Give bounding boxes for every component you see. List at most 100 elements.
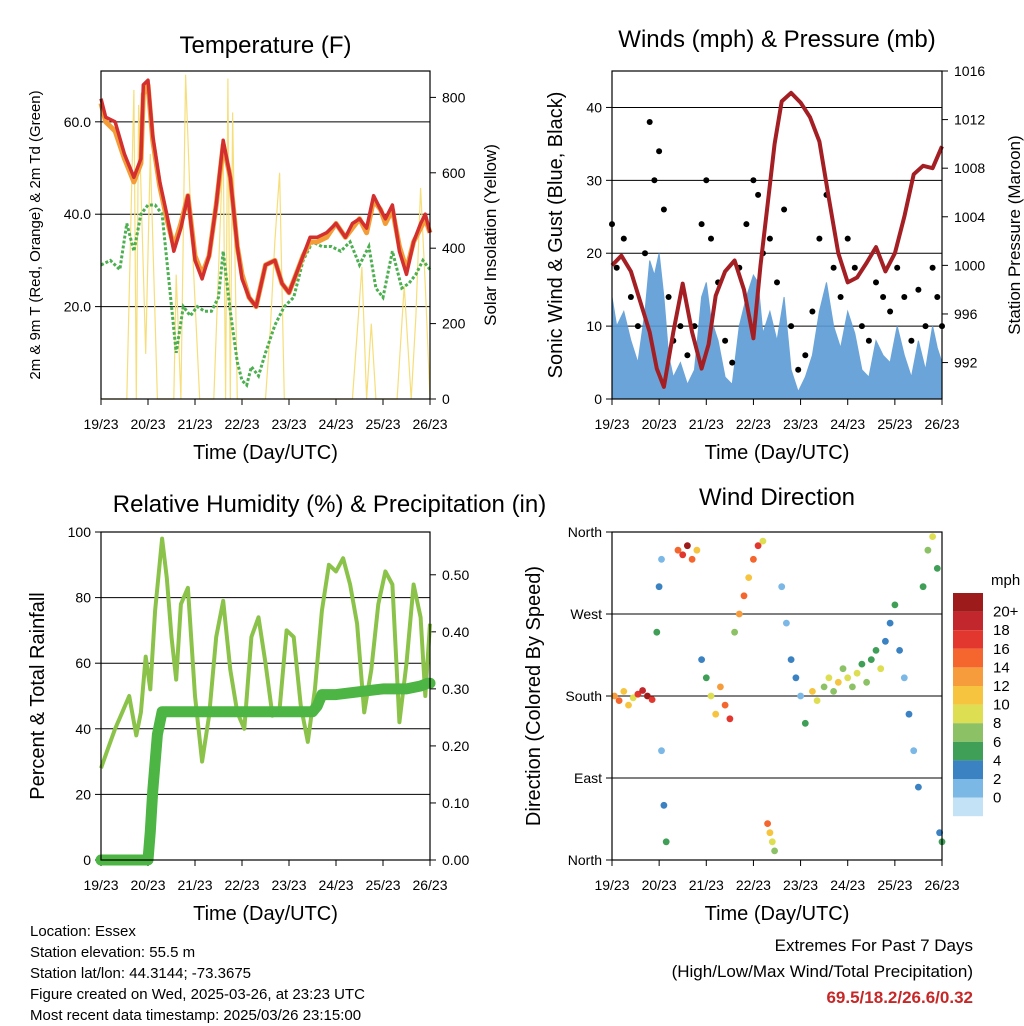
legend-swatch <box>953 611 983 631</box>
direction-point <box>726 715 734 723</box>
y2-tick-label: 992 <box>954 355 978 371</box>
direction-point <box>820 683 828 691</box>
x-axis-label: Time (Day/UTC) <box>705 442 850 464</box>
gust-point <box>665 294 672 300</box>
legend-label: 2 <box>993 771 1001 788</box>
gust-point <box>901 294 908 300</box>
direction-point <box>933 565 941 572</box>
gust-point <box>880 294 887 300</box>
x-tick-label: 23/23 <box>271 416 306 432</box>
location-text: Location: Essex <box>30 923 136 940</box>
direction-point <box>858 660 866 668</box>
gust-point <box>646 119 653 125</box>
chart-title: Relative Humidity (%) & Precipitation (i… <box>113 491 546 518</box>
direction-point <box>735 610 743 618</box>
direction-point <box>639 687 646 694</box>
gust-point <box>613 264 620 271</box>
legend-swatch <box>953 648 983 668</box>
direction-point <box>834 678 842 686</box>
y-tick-label: North <box>568 524 602 540</box>
elevation-text: Station elevation: 55.5 m <box>30 944 196 961</box>
direction-point <box>745 574 753 581</box>
direction-point <box>844 674 852 682</box>
y-tick-label: South <box>565 688 602 704</box>
y2-tick-label: 1012 <box>954 112 985 128</box>
y2-tick-label: 1008 <box>954 160 985 176</box>
y-tick-label: West <box>570 606 602 622</box>
station-info: Location: Essex Station elevation: 55.5 … <box>30 921 365 1026</box>
direction-point <box>662 838 670 846</box>
y2-tick-label: 0.10 <box>442 795 469 811</box>
y2-tick-label: 800 <box>442 89 466 105</box>
direction-point <box>778 583 786 591</box>
gust-point <box>851 264 858 271</box>
direction-point <box>688 555 696 563</box>
gust-point <box>795 366 802 373</box>
legend-swatch <box>953 667 983 686</box>
x-tick-label: 20/23 <box>130 877 165 893</box>
y2-tick-label: 0.00 <box>442 852 469 868</box>
direction-point <box>660 801 668 809</box>
x-tick-label: 22/23 <box>736 877 771 893</box>
gust-point <box>788 323 795 330</box>
direction-point <box>886 619 894 627</box>
legend-title: mph <box>991 572 1020 589</box>
direction-point <box>658 555 665 563</box>
direction-point <box>717 683 724 691</box>
legend-swatch <box>953 741 983 761</box>
gust-point <box>651 177 658 184</box>
legend-label: 12 <box>993 678 1010 695</box>
gust-point <box>660 206 667 213</box>
x-axis-label: Time (Day/UTC) <box>705 903 850 925</box>
gust-point <box>750 177 757 184</box>
x-tick-label: 26/23 <box>924 877 959 893</box>
extremes-title: Extremes For Past 7 Days <box>774 936 973 955</box>
extremes-subtitle: (High/Low/Max Wind/Total Precipitation) <box>671 962 973 981</box>
direction-point <box>648 696 656 703</box>
direction-point <box>900 674 908 682</box>
direction-point <box>750 555 757 563</box>
y2-tick-label: 0.50 <box>442 567 469 583</box>
gust-point <box>915 286 922 293</box>
direction-point <box>768 838 776 846</box>
x-tick-label: 23/23 <box>271 877 306 893</box>
legend-label: 10 <box>993 697 1010 714</box>
y2-tick-label: 0.30 <box>442 681 469 697</box>
x-tick-label: 23/23 <box>783 416 818 432</box>
chart-title: Winds (mph) & Pressure (mb) <box>618 26 935 53</box>
plot-frame <box>100 70 431 400</box>
direction-point <box>936 829 943 837</box>
gust-point <box>929 264 936 271</box>
y-tick-label: 20 <box>586 245 602 261</box>
x-tick-label: 23/23 <box>783 877 818 893</box>
y-tick-label: 100 <box>68 524 92 540</box>
direction-point <box>924 546 932 554</box>
x-tick-label: 20/23 <box>130 416 165 432</box>
x-tick-label: 22/23 <box>224 877 259 893</box>
y2-axis-label: Solar Insolation (Yellow) <box>481 144 500 326</box>
y2-tick-label: 200 <box>442 316 466 332</box>
x-tick-label: 21/23 <box>689 416 724 432</box>
direction-point <box>611 692 618 700</box>
y-axis-label: 2m & 9m T (Red, Orange) & 2m Td (Green) <box>27 90 44 379</box>
direction-point <box>620 688 628 695</box>
x-tick-label: 19/23 <box>83 877 118 893</box>
direction-point <box>655 583 663 591</box>
direction-point <box>853 669 861 677</box>
direction-point <box>679 551 687 559</box>
direction-point <box>801 719 809 727</box>
direction-point <box>759 537 767 545</box>
direction-point <box>684 542 691 550</box>
gust-point <box>656 148 663 155</box>
y2-tick-label: 0 <box>442 391 450 407</box>
gust-point <box>844 235 851 242</box>
direction-point <box>644 692 651 700</box>
y-axis-label: Direction (Colored By Speed) <box>523 566 545 826</box>
legend-swatch <box>953 779 983 798</box>
direction-point <box>929 533 936 540</box>
direction-point <box>877 665 885 673</box>
y2-tick-label: 1000 <box>954 257 985 273</box>
direction-point <box>797 692 804 700</box>
direction-point <box>849 683 856 691</box>
